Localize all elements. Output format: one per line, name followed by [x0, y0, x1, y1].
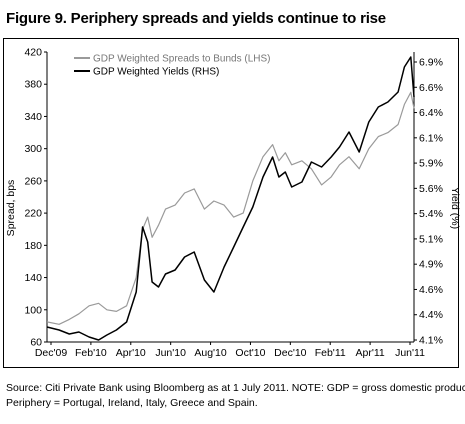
chart-frame: [3, 38, 459, 368]
y-tick-label-right: 5.6%: [419, 183, 443, 195]
y-tick-label-left: 300: [24, 143, 42, 155]
y-tick-label-left: 380: [24, 79, 42, 91]
legend-label: GDP Weighted Spreads to Bunds (LHS): [93, 54, 271, 65]
y-tick-label-left: 180: [24, 240, 42, 252]
y-axis-label-left: Spread, bps: [5, 180, 17, 237]
series-line-spreads: [46, 91, 415, 325]
series-line-yields: [46, 56, 415, 341]
x-tick-label: Dec'09: [35, 347, 68, 359]
y-tick-label-right: 5.9%: [419, 158, 443, 170]
x-tick-label: Feb'10: [75, 347, 107, 359]
source-line-1: Source: Citi Private Bank using Bloomber…: [6, 382, 465, 394]
x-tick-label: Aug'10: [194, 347, 227, 359]
y-tick-label-left: 100: [24, 304, 42, 316]
y-tick-label-left: 340: [24, 111, 42, 123]
legend-label: GDP Weighted Yields (RHS): [93, 67, 219, 78]
y-tick-label-right: 6.9%: [419, 57, 443, 69]
y-tick-label-right: 4.6%: [419, 284, 443, 296]
y-tick-label-right: 6.1%: [419, 132, 443, 144]
y-tick-label-left: 220: [24, 208, 42, 220]
x-tick-label: Feb'11: [315, 347, 346, 359]
y-tick-label-right: 6.4%: [419, 107, 443, 119]
x-tick-label: Oct'10: [235, 347, 265, 359]
x-tick-label: Jun'10: [155, 347, 186, 359]
y-tick-label-right: 4.4%: [419, 309, 443, 321]
y-axis-label-right: Yield (%): [449, 187, 461, 229]
y-tick-label-right: 6.6%: [419, 82, 443, 94]
y-tick-label-left: 140: [24, 272, 42, 284]
x-tick-label: Apr'10: [116, 347, 146, 359]
y-tick-label-left: 260: [24, 175, 42, 187]
source-note: Source: Citi Private Bank using Bloomber…: [6, 381, 465, 411]
y-tick-label-right: 4.1%: [419, 335, 443, 347]
x-tick-label: Apr'11: [355, 347, 384, 359]
y-tick-label-right: 4.9%: [419, 259, 443, 271]
y-tick-label-right: 5.1%: [419, 233, 443, 245]
y-tick-label-right: 5.4%: [419, 208, 443, 220]
x-tick-label: Dec'10: [274, 347, 307, 359]
source-line-2: Periphery = Portugal, Ireland, Italy, Gr…: [6, 397, 258, 409]
figure-title: Figure 9. Periphery spreads and yields c…: [6, 10, 386, 27]
x-tick-label: Jun'11: [395, 347, 425, 359]
y-tick-label-left: 60: [30, 337, 42, 349]
y-tick-label-left: 420: [24, 47, 42, 59]
